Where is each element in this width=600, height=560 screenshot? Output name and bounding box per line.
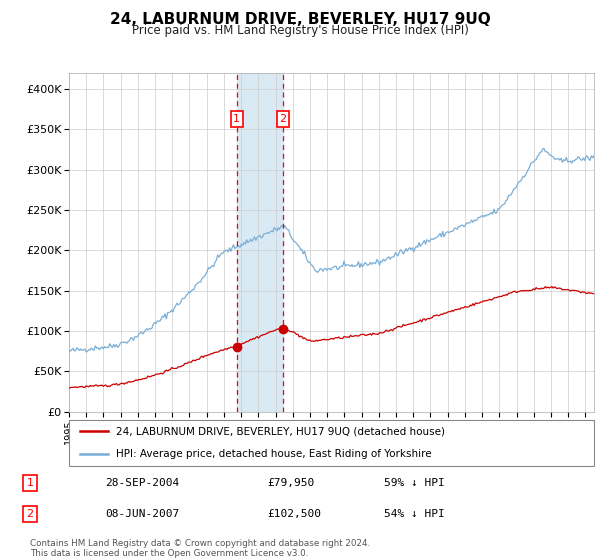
Text: 54% ↓ HPI: 54% ↓ HPI	[384, 508, 445, 519]
Text: £79,950: £79,950	[267, 478, 314, 488]
Bar	[237, 73, 283, 412]
Text: £102,500: £102,500	[267, 508, 321, 519]
Text: 2: 2	[26, 508, 34, 519]
Text: 1: 1	[26, 478, 34, 488]
Text: 24, LABURNUM DRIVE, BEVERLEY, HU17 9UQ (detached house): 24, LABURNUM DRIVE, BEVERLEY, HU17 9UQ (…	[116, 426, 445, 436]
Text: 2: 2	[280, 114, 287, 124]
Text: Price paid vs. HM Land Registry's House Price Index (HPI): Price paid vs. HM Land Registry's House …	[131, 24, 469, 36]
Text: 08-JUN-2007: 08-JUN-2007	[105, 508, 179, 519]
Text: 28-SEP-2004: 28-SEP-2004	[105, 478, 179, 488]
FancyBboxPatch shape	[69, 420, 594, 466]
Text: HPI: Average price, detached house, East Riding of Yorkshire: HPI: Average price, detached house, East…	[116, 449, 432, 459]
Text: Contains HM Land Registry data © Crown copyright and database right 2024.
This d: Contains HM Land Registry data © Crown c…	[30, 539, 370, 558]
Text: 1: 1	[233, 114, 241, 124]
Text: 59% ↓ HPI: 59% ↓ HPI	[384, 478, 445, 488]
Text: 24, LABURNUM DRIVE, BEVERLEY, HU17 9UQ: 24, LABURNUM DRIVE, BEVERLEY, HU17 9UQ	[110, 12, 490, 27]
